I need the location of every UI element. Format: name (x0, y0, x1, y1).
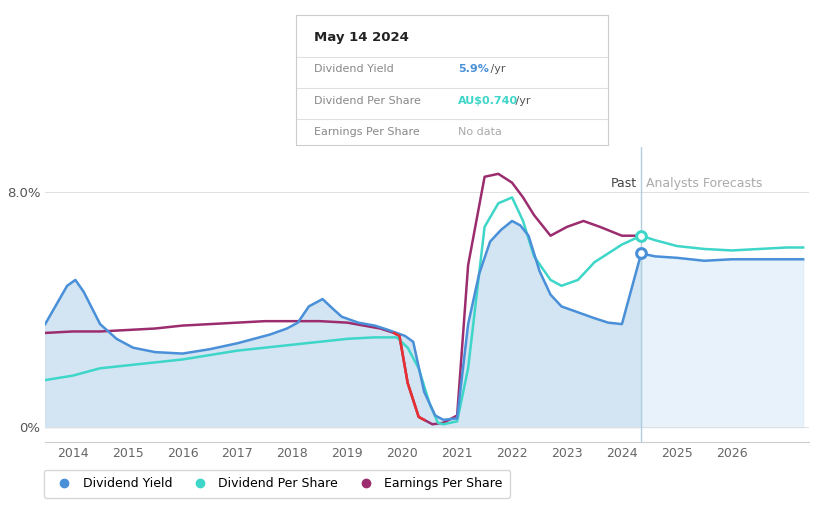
Text: Dividend Per Share: Dividend Per Share (314, 96, 421, 106)
Text: Analysts Forecasts: Analysts Forecasts (645, 177, 762, 190)
Text: Past: Past (611, 177, 637, 190)
Text: /yr: /yr (488, 65, 506, 75)
Text: 5.9%: 5.9% (458, 65, 488, 75)
Text: Dividend Yield: Dividend Yield (314, 65, 394, 75)
Text: AU$0.740: AU$0.740 (458, 96, 518, 106)
Text: May 14 2024: May 14 2024 (314, 31, 409, 44)
Legend: Dividend Yield, Dividend Per Share, Earnings Per Share: Dividend Yield, Dividend Per Share, Earn… (44, 469, 510, 497)
Text: /yr: /yr (512, 96, 531, 106)
Text: Earnings Per Share: Earnings Per Share (314, 126, 420, 137)
Text: No data: No data (458, 126, 502, 137)
